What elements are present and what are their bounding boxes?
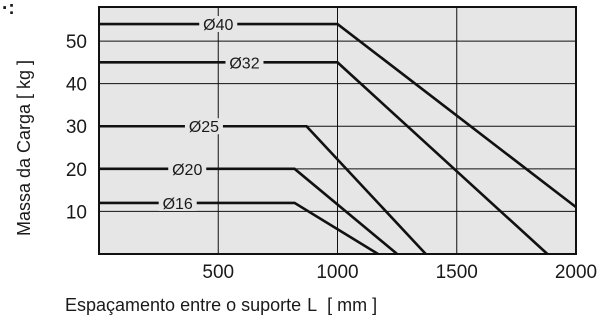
y-tick-label-40: 40 — [66, 75, 87, 96]
x-tick-label-500: 500 — [202, 262, 234, 283]
y-axis-title: Massa da Carga [ kg ] — [14, 60, 34, 236]
x-axis-title-text: Espaçamento entre o suporte — [65, 295, 301, 315]
y-tick-label-10: 10 — [66, 202, 87, 223]
series-3-label: Ø25 — [189, 119, 219, 136]
y-tick-label-50: 50 — [66, 32, 87, 53]
x-tick-label-2000: 2000 — [555, 262, 597, 283]
x-axis-title-unit: [ mm ] — [327, 295, 377, 315]
series-4-label: Ø20 — [172, 162, 202, 179]
x-axis-title: Espaçamento entre o suporte L [ mm ] — [65, 295, 377, 315]
y-tick-label-30: 30 — [66, 117, 87, 138]
x-tick-label-1000: 1000 — [316, 262, 358, 283]
series-5-label: Ø16 — [163, 196, 193, 213]
series-2-label: Ø32 — [229, 55, 259, 72]
corner-text: ·: — [2, 0, 15, 19]
x-axis-title-var: L — [307, 295, 317, 315]
series-1-label: Ø40 — [203, 17, 233, 34]
x-tick-label-1500: 1500 — [436, 262, 478, 283]
y-tick-label-20: 20 — [66, 160, 87, 181]
